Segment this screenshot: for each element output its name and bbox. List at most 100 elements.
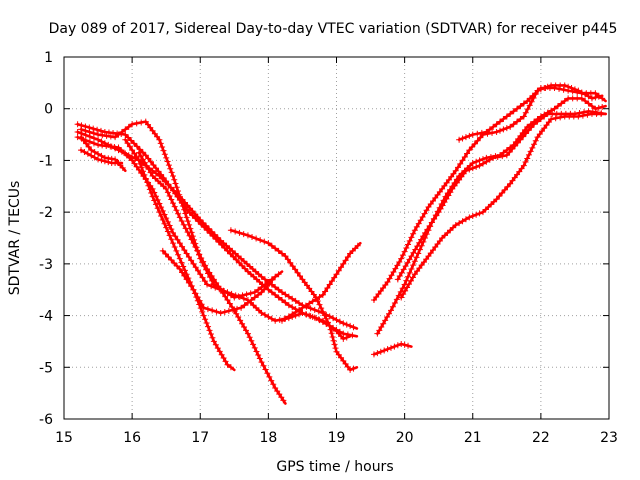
data-point xyxy=(450,170,457,177)
data-point xyxy=(145,166,152,173)
data-point xyxy=(327,326,334,333)
data-point xyxy=(107,133,114,140)
data-point xyxy=(541,113,548,120)
data-point xyxy=(396,273,403,280)
data-point xyxy=(451,182,458,189)
data-point xyxy=(561,82,568,89)
data-point xyxy=(142,118,149,125)
data-point xyxy=(163,185,170,192)
y-tick-label: -6 xyxy=(39,412,53,428)
data-point xyxy=(384,278,391,285)
data-point xyxy=(91,154,98,161)
data-point xyxy=(469,160,476,167)
data-point xyxy=(255,271,262,278)
data-point xyxy=(527,148,534,155)
data-point xyxy=(282,253,289,260)
x-tick-label: 16 xyxy=(123,430,141,446)
data-point xyxy=(459,157,466,164)
data-point xyxy=(200,312,207,319)
data-point xyxy=(272,317,279,324)
data-point xyxy=(95,141,102,148)
data-point xyxy=(183,250,190,257)
data-point xyxy=(474,130,481,137)
data-point xyxy=(595,92,602,99)
data-point xyxy=(260,362,267,369)
data-point xyxy=(184,229,191,236)
data-point xyxy=(162,250,169,257)
data-point xyxy=(485,203,492,210)
data-point xyxy=(511,174,518,181)
data-point xyxy=(207,331,214,338)
data-point xyxy=(81,148,88,155)
data-point xyxy=(433,212,440,219)
data-point xyxy=(456,176,463,183)
data-point xyxy=(308,288,315,295)
data-point xyxy=(299,309,306,316)
data-point xyxy=(506,149,513,156)
data-point xyxy=(163,215,170,222)
data-point xyxy=(145,121,152,128)
data-point xyxy=(410,262,417,269)
data-point xyxy=(294,269,301,276)
data-point xyxy=(203,222,210,229)
data-point xyxy=(160,147,167,154)
x-tick-label: 19 xyxy=(328,430,346,446)
data-point xyxy=(82,127,89,134)
data-point xyxy=(129,121,136,128)
data-point xyxy=(352,245,359,252)
data-point xyxy=(413,254,420,261)
data-point xyxy=(441,182,448,189)
data-point xyxy=(342,360,349,367)
data-point xyxy=(162,178,169,185)
data-point xyxy=(152,170,159,177)
data-point xyxy=(118,147,125,154)
data-point xyxy=(507,110,514,117)
data-point xyxy=(449,224,456,231)
data-point xyxy=(213,279,220,286)
data-point xyxy=(192,264,199,271)
data-point xyxy=(404,284,411,291)
data-point xyxy=(182,210,189,217)
data-point xyxy=(299,304,306,311)
data-point xyxy=(292,266,299,273)
data-point xyxy=(473,211,480,218)
data-point xyxy=(405,241,412,248)
data-point xyxy=(279,289,285,296)
data-point xyxy=(229,247,236,254)
data-point xyxy=(253,235,260,242)
data-point xyxy=(424,226,431,233)
data-point xyxy=(78,134,85,141)
data-point xyxy=(236,259,243,266)
data-point xyxy=(179,269,186,276)
data-point xyxy=(394,276,401,283)
data-point xyxy=(204,281,211,288)
data-point xyxy=(380,284,387,291)
data-point xyxy=(171,244,178,251)
data-point xyxy=(99,142,106,149)
data-point xyxy=(279,250,285,257)
data-point xyxy=(408,253,415,260)
data-point xyxy=(94,126,101,133)
data-point xyxy=(340,335,347,342)
data-point xyxy=(419,213,426,220)
data-point xyxy=(126,154,133,161)
data-point xyxy=(370,351,377,358)
data-point xyxy=(176,255,183,262)
data-point xyxy=(456,220,463,227)
data-point xyxy=(235,293,242,300)
data-point xyxy=(241,324,248,331)
data-point xyxy=(284,256,291,263)
data-point xyxy=(548,116,555,123)
data-point xyxy=(307,313,314,320)
data-point xyxy=(175,210,182,217)
data-point xyxy=(172,180,179,187)
data-point xyxy=(319,308,326,315)
data-point xyxy=(154,196,161,203)
data-point xyxy=(458,173,465,180)
data-point xyxy=(275,286,282,293)
data-point xyxy=(401,341,408,348)
x-tick-label: 17 xyxy=(191,430,209,446)
data-point xyxy=(175,251,182,258)
data-point xyxy=(524,155,531,162)
data-point xyxy=(315,316,322,323)
